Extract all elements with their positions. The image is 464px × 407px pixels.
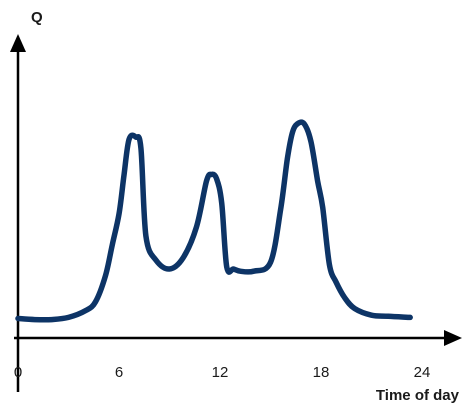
x-tick-label: 18	[313, 364, 330, 381]
y-axis-label: Q	[31, 9, 43, 26]
x-axis-label: Time of day	[376, 387, 460, 404]
x-tick-label: 6	[115, 364, 123, 381]
series-line	[15, 119, 413, 323]
x-tick-label: 0	[14, 364, 22, 381]
axes	[10, 34, 462, 392]
y-axis-arrow-icon	[10, 34, 26, 52]
x-axis-arrow-icon	[444, 330, 462, 346]
x-tick-label: 12	[212, 364, 229, 381]
x-tick-label: 24	[414, 364, 431, 381]
x-ticks: 0 6 12 18 24	[14, 364, 431, 381]
